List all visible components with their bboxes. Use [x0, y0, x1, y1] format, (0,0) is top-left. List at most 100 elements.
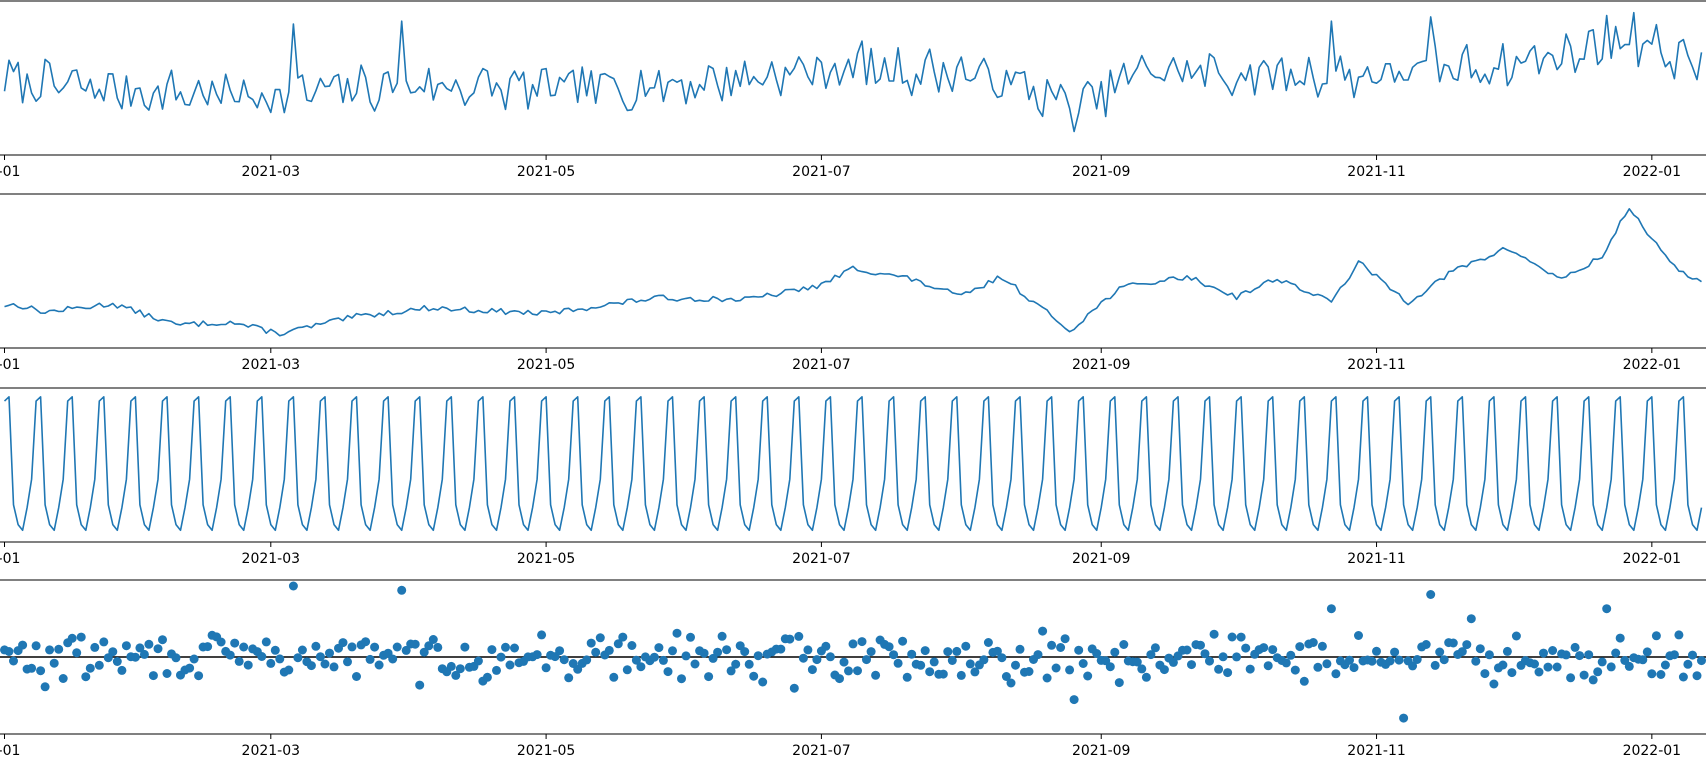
residual-point [1656, 670, 1666, 679]
residual-point [261, 637, 271, 647]
residual-point [1367, 656, 1377, 666]
residual-point [1678, 672, 1688, 682]
residual-point [158, 635, 167, 645]
residual-point [1385, 656, 1395, 666]
residual-point [1480, 669, 1490, 679]
residual-point [1001, 672, 1011, 681]
residual-point [898, 636, 908, 646]
x-tick-label: 2022-01 [1623, 357, 1682, 373]
residual-point [853, 666, 862, 676]
residual-point [428, 635, 438, 644]
residual-point [130, 652, 140, 662]
residual-point [225, 650, 235, 660]
residual-point [1119, 640, 1129, 649]
residual-point [1092, 649, 1102, 658]
residual-point [1566, 673, 1576, 683]
residual-point [708, 653, 718, 663]
residual-point [460, 642, 470, 652]
residual-point [1543, 662, 1553, 672]
residual-point [889, 650, 899, 660]
residual-point [320, 659, 330, 669]
residual-point [388, 654, 398, 664]
residual-point [275, 654, 285, 664]
residual-point [1281, 658, 1291, 668]
residual-point [230, 638, 240, 648]
residual-point [99, 637, 109, 647]
residual-point [40, 682, 50, 692]
x-tick-label: 2021-11 [1347, 357, 1406, 373]
residual-point [586, 638, 596, 648]
residual-point [1006, 678, 1016, 688]
residual-point [1426, 590, 1436, 599]
residual-point [1597, 657, 1607, 667]
residual-point [1299, 676, 1309, 686]
residual-point [1534, 667, 1544, 677]
residual-point [902, 672, 912, 682]
residual-point [1132, 657, 1142, 667]
residual-point [1466, 614, 1476, 624]
residual-point [1602, 604, 1612, 614]
residual-point [835, 674, 844, 684]
residual-point [311, 641, 321, 651]
residual-point [239, 642, 249, 652]
x-tick-label: 2021-09 [1072, 164, 1131, 180]
residual-point [704, 672, 714, 682]
residual-point [686, 632, 695, 642]
residual-point [740, 647, 750, 657]
residual-point [338, 638, 348, 648]
x-tick-label: 2021-07 [792, 551, 851, 567]
residual-point [397, 585, 407, 595]
residual-point [1083, 671, 1093, 681]
residual-point [595, 633, 605, 643]
residual-point [907, 649, 917, 659]
residual-point [392, 642, 402, 652]
residual-point [1268, 645, 1278, 655]
residual-point [677, 674, 686, 684]
residual-point [1669, 650, 1679, 660]
residual-point [749, 671, 759, 681]
residual-point [455, 664, 465, 674]
residual-point [1683, 659, 1693, 669]
residual-point [1372, 646, 1381, 656]
residual-point [1286, 650, 1296, 660]
residual-point [920, 646, 930, 656]
x-tick-label: 2021-09 [1072, 357, 1131, 373]
residual-point [1579, 670, 1589, 680]
residual-point [1223, 668, 1233, 678]
residual-point [938, 669, 948, 679]
residual-point [668, 646, 677, 656]
residual-point [473, 656, 483, 666]
x-tick-label: 2021-03 [242, 743, 301, 759]
residual-point [352, 672, 361, 681]
residual-point [731, 659, 741, 669]
residual-point [961, 641, 971, 651]
residual-point [266, 658, 276, 668]
residual-point [365, 654, 375, 664]
residual-point [293, 653, 303, 663]
x-tick-label: 2021-05 [517, 551, 576, 567]
residual-point [1462, 640, 1472, 650]
residual-point [117, 665, 127, 675]
residual-point [510, 643, 519, 653]
residual-point [343, 657, 352, 667]
residual-point [415, 680, 425, 690]
residual-point [1642, 647, 1652, 657]
residual-point [234, 656, 244, 666]
seasonal-series-line [3, 396, 1703, 532]
residual-point [1259, 643, 1269, 653]
residual-point [297, 645, 307, 655]
residual-point [306, 661, 316, 671]
x-tick-label: 2021-03 [242, 357, 301, 373]
residual-point [1168, 657, 1178, 667]
residual-point [185, 663, 195, 673]
residual-point [613, 639, 623, 649]
residual-point [1507, 668, 1517, 678]
residual-point [1471, 656, 1481, 666]
residual-point [1200, 649, 1210, 659]
residual-point [979, 655, 989, 665]
residual-point [1137, 664, 1147, 674]
residual-point [1484, 650, 1494, 660]
residual-point [591, 647, 601, 657]
residual-point [1060, 634, 1070, 644]
